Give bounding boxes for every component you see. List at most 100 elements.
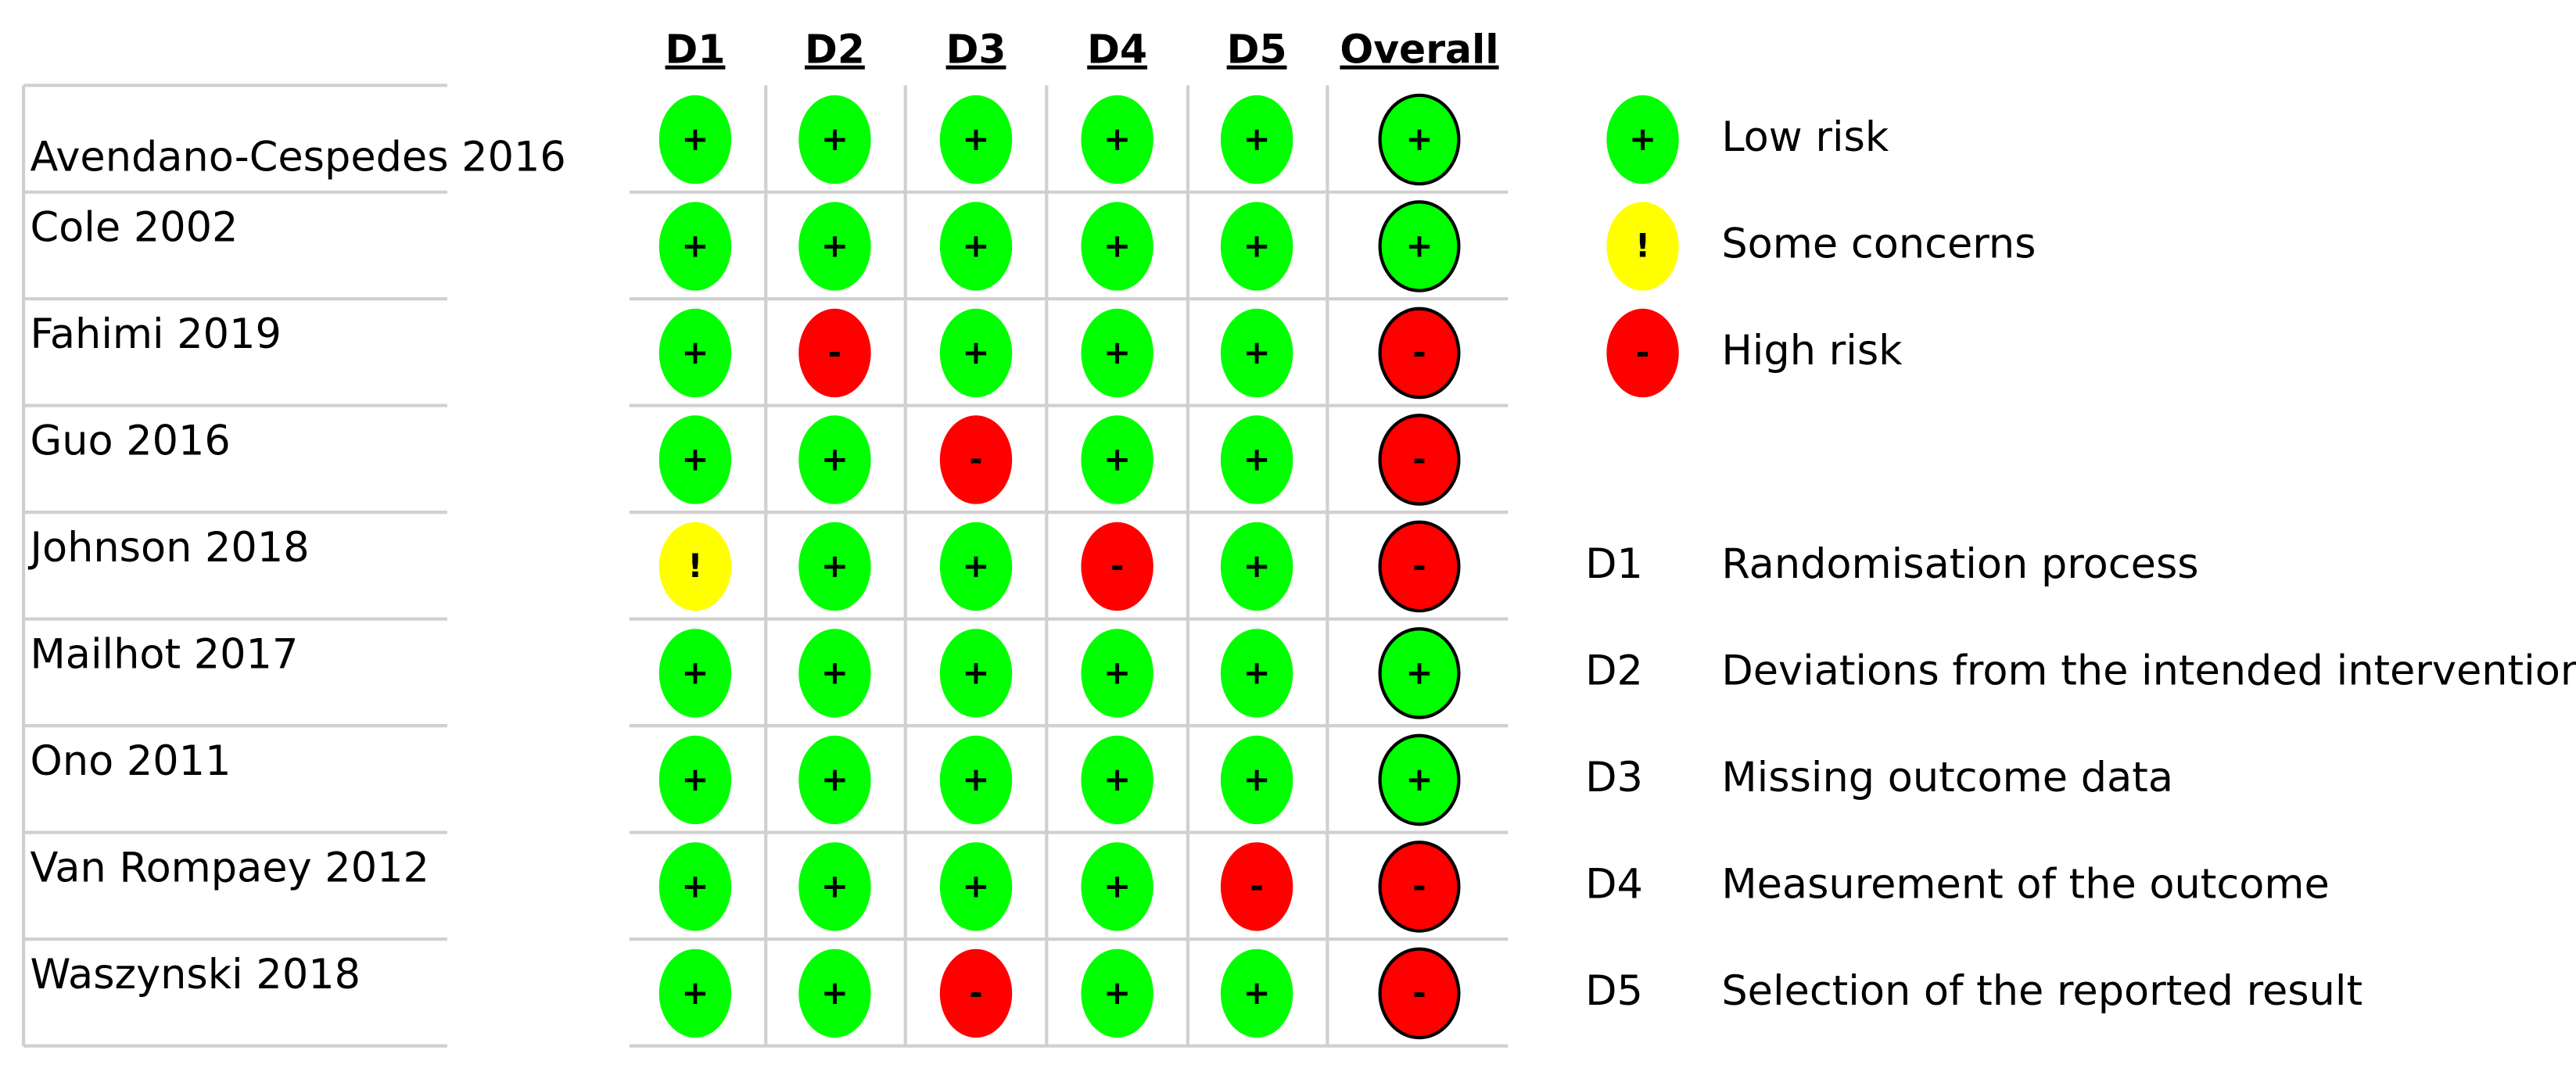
study-label: Van Rompaey 2012	[30, 844, 429, 892]
judgment-circle	[798, 522, 871, 611]
judgment-circle	[939, 948, 1013, 1038]
judgment-circle	[1378, 307, 1461, 400]
column-header: Overall	[1340, 27, 1498, 73]
judgment-symbol: +	[821, 654, 849, 692]
judgment-symbol: +	[1103, 333, 1131, 371]
judgment-symbol: +	[1103, 973, 1131, 1012]
judgment-circle	[939, 629, 1013, 718]
judgment-circle	[1081, 948, 1153, 1038]
judgment-symbol: +	[821, 867, 849, 905]
judgment-symbol: -	[1412, 440, 1426, 479]
judgment-circle	[1378, 841, 1461, 933]
judgment-circle	[1081, 308, 1153, 398]
domain-description: Deviations from the intended interventio…	[1721, 647, 2576, 695]
judgment-symbol: +	[1243, 440, 1271, 479]
legend-symbol: +	[1629, 120, 1656, 158]
judgment-circle	[798, 629, 871, 718]
judgment-symbol: +	[681, 654, 709, 692]
judgment-symbol: +	[1243, 760, 1271, 798]
column-header: D4	[1087, 27, 1147, 73]
domain-code: D2	[1585, 647, 1643, 695]
domain-code: D4	[1585, 861, 1643, 909]
judgment-symbol: -	[1412, 867, 1426, 905]
judgment-circle	[798, 308, 871, 398]
judgment-circle	[798, 95, 871, 185]
judgment-symbol: +	[1405, 760, 1433, 798]
judgment-circle	[1220, 308, 1293, 398]
domain-description: Randomisation process	[1721, 540, 2198, 588]
judgment-circle	[658, 948, 732, 1038]
judgment-symbol: +	[962, 867, 989, 905]
judgment-circle	[798, 735, 871, 825]
judgment-circle	[658, 308, 732, 398]
judgment-symbol: +	[1103, 120, 1131, 158]
judgment-circle	[658, 842, 732, 931]
judgment-circle	[1378, 414, 1461, 506]
judgment-symbol: +	[681, 973, 709, 1012]
judgment-circle	[1378, 520, 1461, 613]
domain-code: D3	[1585, 754, 1643, 801]
judgment-symbol: +	[1405, 654, 1433, 692]
judgment-symbol: +	[962, 333, 989, 371]
judgment-symbol: +	[1243, 547, 1271, 585]
judgment-circle	[658, 95, 732, 185]
judgment-symbol: +	[962, 654, 989, 692]
column-header: D2	[805, 27, 865, 73]
domain-description: Selection of the reported result	[1721, 967, 2363, 1015]
judgment-circle	[1081, 522, 1153, 611]
judgment-symbol: +	[1243, 120, 1271, 158]
judgment-circle	[1220, 948, 1293, 1038]
study-label: Cole 2002	[30, 204, 239, 252]
judgment-symbol: +	[821, 760, 849, 798]
legend-symbol: !	[1635, 227, 1650, 265]
judgment-symbol: !	[687, 547, 702, 585]
domain-code: D5	[1585, 967, 1643, 1015]
judgment-symbol: -	[1250, 867, 1263, 905]
judgment-symbol: +	[1243, 333, 1271, 371]
domain-description: Measurement of the outcome	[1721, 861, 2329, 909]
judgment-symbol: +	[1405, 120, 1433, 158]
judgment-symbol: +	[962, 120, 989, 158]
judgment-circle	[939, 522, 1013, 611]
judgment-circle	[1378, 733, 1461, 826]
legend-label: Some concerns	[1721, 220, 2036, 268]
judgment-symbol: +	[681, 227, 709, 265]
judgment-symbol: +	[821, 227, 849, 265]
judgment-circle	[1081, 735, 1153, 825]
legend-circle	[1606, 95, 1679, 185]
judgment-circle	[1378, 947, 1461, 1040]
judgment-symbol: +	[962, 547, 989, 585]
column-header: D3	[946, 27, 1006, 73]
judgment-circle	[1081, 629, 1153, 718]
judgment-symbol: -	[969, 973, 982, 1012]
judgment-circle	[1220, 415, 1293, 504]
domain-code: D1	[1585, 540, 1643, 588]
judgment-circle	[658, 522, 732, 611]
judgment-symbol: +	[821, 547, 849, 585]
judgment-symbol: +	[1103, 760, 1131, 798]
legend-circle	[1606, 308, 1679, 398]
judgment-circle	[798, 202, 871, 291]
judgment-symbol: -	[828, 333, 841, 371]
judgment-symbol: +	[962, 760, 989, 798]
judgment-symbol: +	[1243, 973, 1271, 1012]
judgment-circle	[939, 842, 1013, 931]
legend-circle	[1606, 202, 1679, 291]
study-label: Waszynski 2018	[30, 951, 361, 999]
judgment-circle	[939, 202, 1013, 291]
judgment-symbol: -	[1110, 547, 1124, 585]
judgment-circle	[939, 308, 1013, 398]
study-label: Fahimi 2019	[30, 310, 282, 358]
judgment-symbol: +	[1103, 440, 1131, 479]
judgment-circle	[1220, 202, 1293, 291]
domain-description: Missing outcome data	[1721, 754, 2173, 801]
judgment-symbol: +	[1243, 227, 1271, 265]
judgment-symbol: +	[681, 867, 709, 905]
judgment-circle	[1220, 95, 1293, 185]
judgment-symbol: +	[1405, 227, 1433, 265]
study-label: Guo 2016	[30, 418, 231, 465]
judgment-symbol: +	[962, 227, 989, 265]
judgment-circle	[1220, 842, 1293, 931]
judgment-symbol: -	[1412, 333, 1426, 371]
